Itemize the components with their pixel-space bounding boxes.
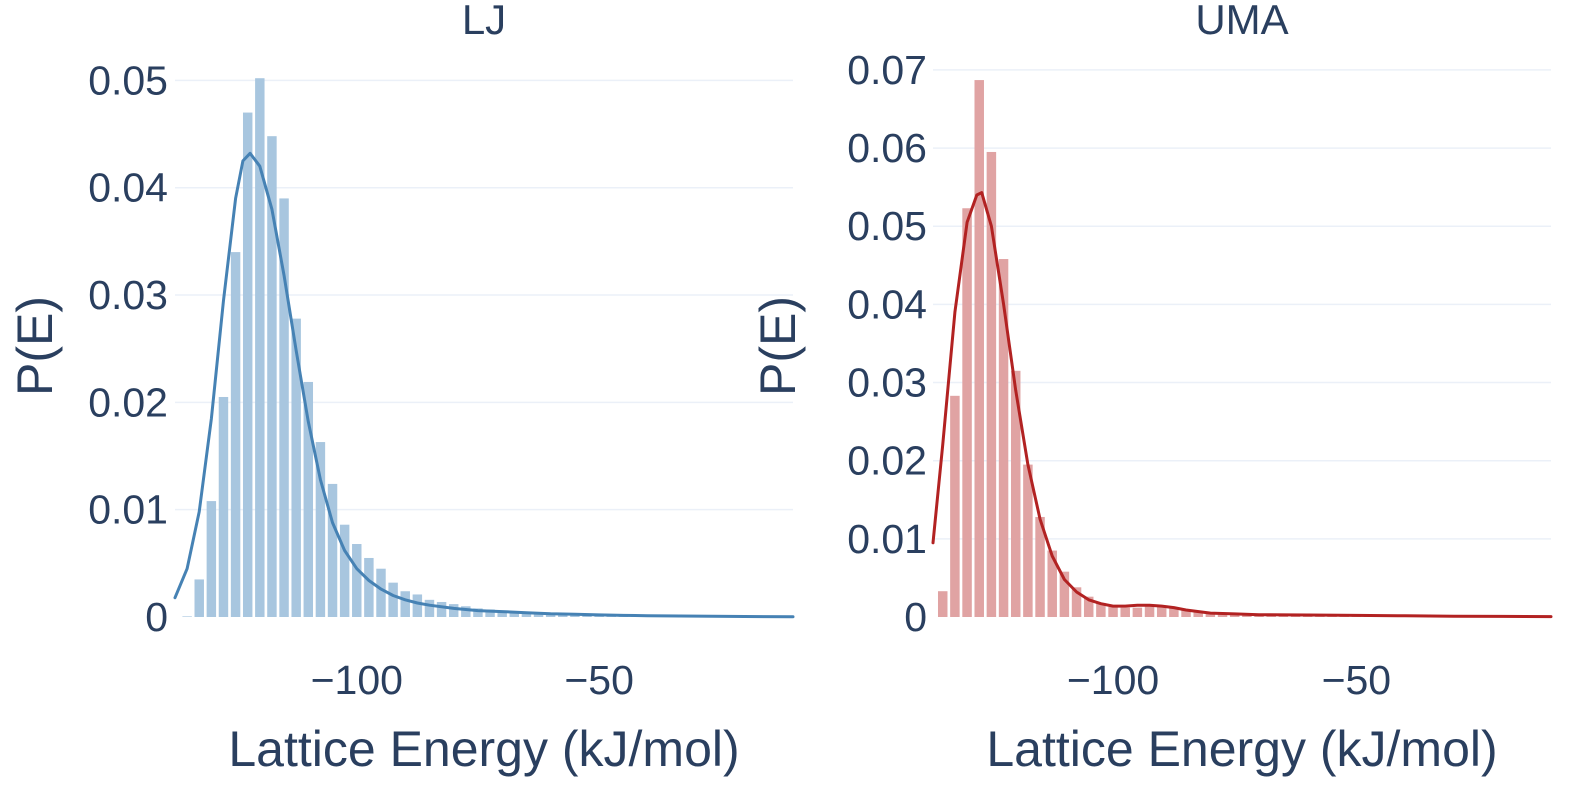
histogram-bar: [1169, 607, 1179, 617]
histogram-bar: [182, 616, 192, 617]
y-axis-title: P(E): [7, 296, 63, 396]
histogram-bar: [424, 599, 435, 617]
histogram-bar: [1229, 614, 1240, 617]
histogram-bar: [570, 614, 580, 617]
histogram-bar: [1010, 370, 1021, 617]
histogram-bar: [376, 568, 386, 617]
histogram-bar: [509, 611, 520, 617]
kde-line: [173, 151, 795, 619]
histogram-bar: [230, 252, 241, 617]
histogram-bar: [1132, 607, 1143, 617]
histogram-bar: [998, 259, 1009, 617]
histogram-bar: [974, 80, 984, 617]
chart-title: LJ: [462, 0, 506, 43]
histogram-bar: [497, 610, 507, 617]
histogram-bar: [1205, 613, 1216, 617]
histogram-bar: [986, 151, 997, 618]
histogram-bar: [255, 78, 265, 618]
histogram-bar: [291, 318, 301, 617]
histogram-bar: [1023, 464, 1033, 617]
histogram-bar: [937, 591, 948, 617]
histogram-bar: [339, 524, 350, 617]
histogram-bar: [436, 601, 447, 617]
y-tick-label: 0.02: [847, 438, 927, 484]
histogram-bar: [1181, 609, 1191, 617]
histogram-bar: [1108, 606, 1118, 617]
histogram-bar: [1290, 616, 1301, 617]
histogram-bar: [1059, 571, 1070, 617]
y-tick-label: 0.05: [847, 203, 927, 249]
histogram-bar: [1156, 606, 1167, 617]
histogram-bar: [962, 208, 972, 618]
histogram-bar: [533, 612, 544, 617]
histogram-bar: [352, 544, 362, 617]
x-tick-label: −50: [564, 657, 634, 703]
histogram-bar: [400, 591, 410, 617]
histogram-bar: [1083, 596, 1094, 617]
histogram-bar: [485, 609, 495, 617]
x-tick-label: −100: [311, 657, 403, 703]
y-axis-title: P(E): [750, 296, 806, 396]
histogram-bar: [1035, 516, 1045, 617]
y-tick-label: 0.07: [847, 47, 927, 93]
histogram-bar: [461, 606, 471, 617]
histogram-bar: [1071, 587, 1082, 617]
histogram-bar: [194, 579, 204, 617]
histogram-bar: [473, 608, 483, 617]
y-tick-label: 0.02: [88, 379, 168, 425]
histogram-bar: [1242, 615, 1252, 617]
histogram-bar: [950, 395, 960, 617]
histogram-bar: [267, 136, 277, 617]
histogram-bar: [1096, 602, 1106, 617]
histogram-bar: [1254, 615, 1264, 617]
lj-panel: 0 0.01 0.02 0.03 0.04 0.05 −100 −50 LJ Lattice En…: [7, 0, 795, 777]
kde-line: [931, 191, 1553, 619]
histogram-bar: [1047, 550, 1057, 617]
y-tick-label: 0.03: [847, 360, 927, 406]
uma-panel: 0 0.01 0.02 0.03 0.04 0.05 0.06 0.07 −100 −50 UMA L…: [750, 0, 1553, 777]
y-tick-label: 0.04: [88, 165, 168, 211]
y-tick-label: 0.04: [847, 281, 927, 327]
histogram-bar: [388, 582, 398, 617]
histogram-bar: [448, 604, 459, 617]
y-tick-label: 0.06: [847, 125, 927, 171]
y-tick-label: 0.05: [88, 57, 168, 103]
histogram-bar: [1217, 614, 1228, 617]
chart-title: UMA: [1195, 0, 1288, 43]
x-axis-title: Lattice Energy (kJ/mol): [228, 721, 739, 777]
histogram-bar: [242, 112, 253, 617]
histogram-bar: [1193, 612, 1203, 617]
histogram-bar: [545, 613, 556, 617]
histogram-bar: [303, 381, 314, 617]
histogram-bar: [412, 594, 423, 617]
histogram-bar: [1120, 607, 1130, 617]
histogram-bar: [521, 612, 532, 617]
histogram-bar: [327, 483, 338, 617]
x-axis-title: Lattice Energy (kJ/mol): [986, 721, 1497, 777]
histogram-bar: [1144, 606, 1155, 617]
histogram-bar: [1278, 616, 1289, 617]
y-tick-label: 0.01: [847, 516, 927, 562]
x-tick-label: −100: [1067, 657, 1159, 703]
histogram-bar: [364, 557, 374, 617]
histogram-bar: [279, 198, 289, 618]
y-tick-label: 0: [904, 594, 927, 640]
histogram-bar: [218, 396, 229, 617]
y-tick-label: 0: [145, 594, 168, 640]
x-tick-label: −50: [1322, 657, 1392, 703]
y-tick-label: 0.03: [88, 272, 168, 318]
histogram-bar: [206, 501, 217, 617]
histogram-bar: [315, 442, 326, 617]
y-tick-label: 0.01: [88, 487, 168, 533]
